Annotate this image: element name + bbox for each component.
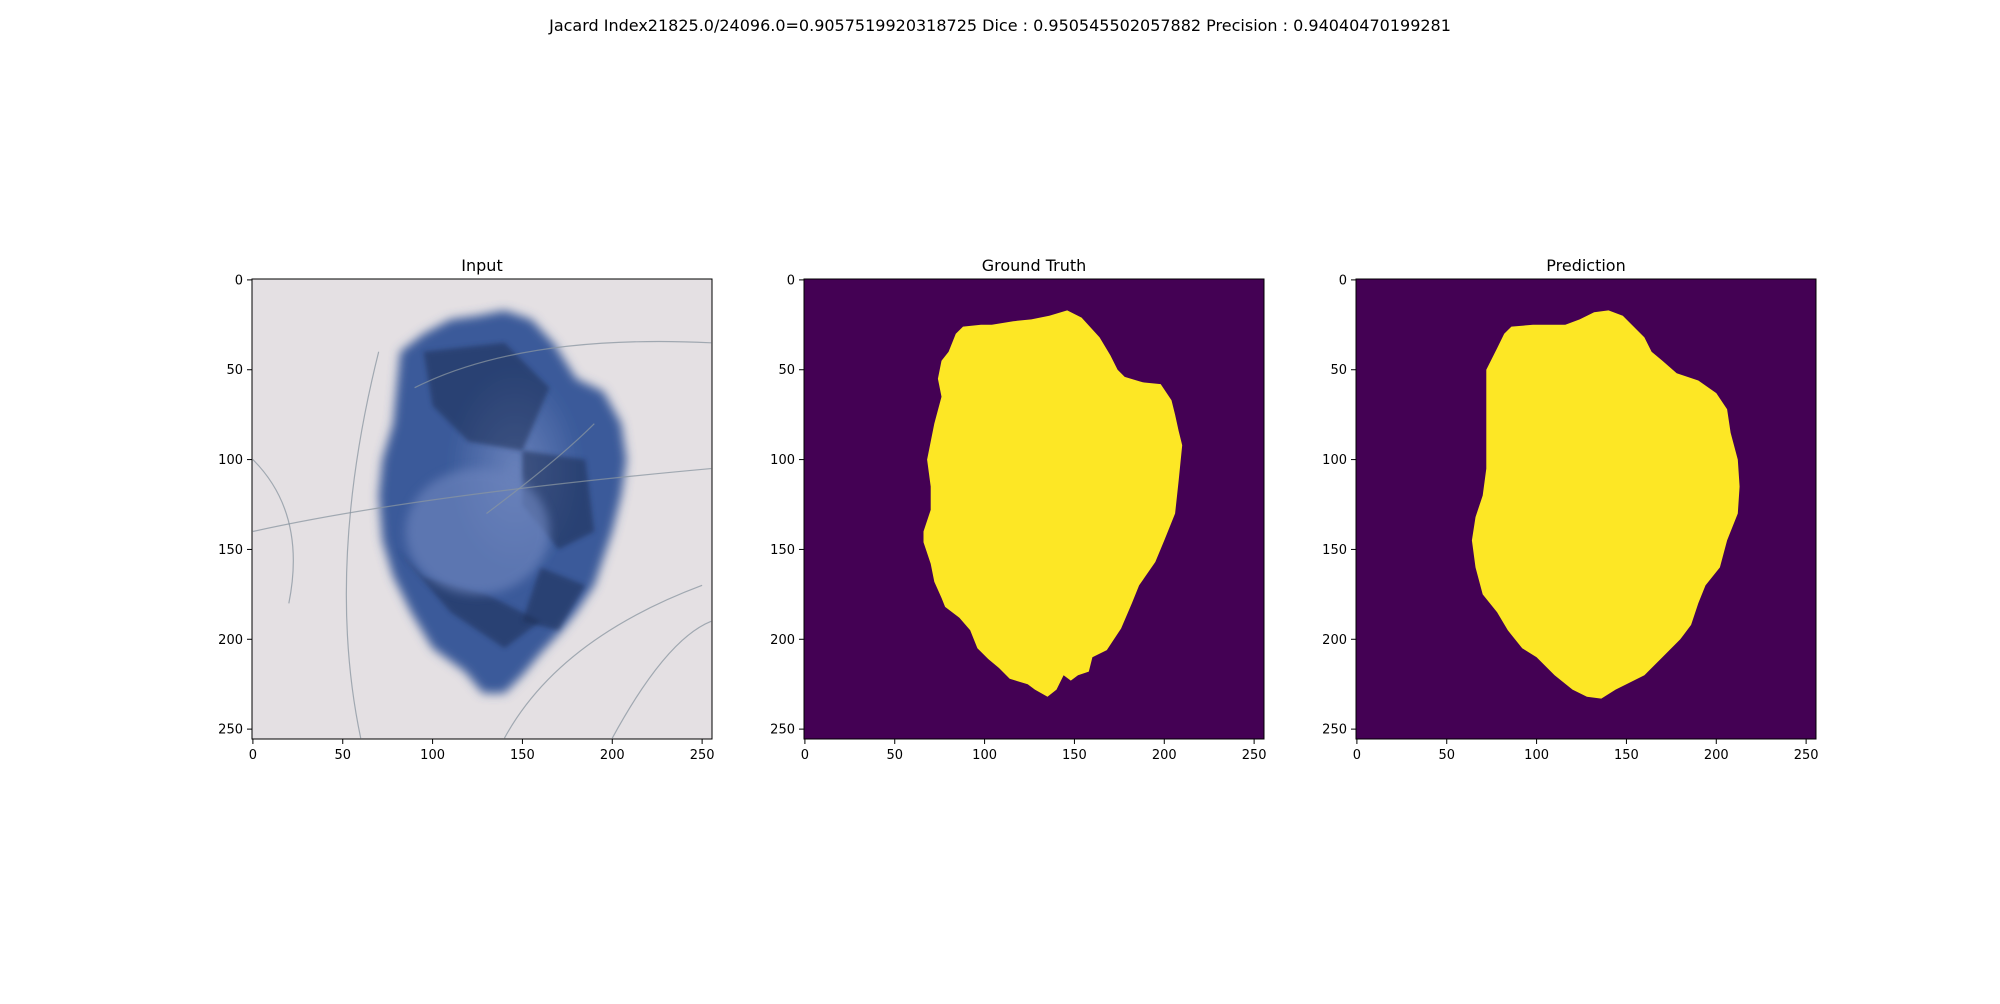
- figure-suptitle: Jacard Index21825.0/24096.0=0.9057519920…: [549, 16, 1451, 35]
- prediction-ytick-label: 100: [1322, 453, 1347, 468]
- ground-truth-mask-region: [923, 310, 1183, 697]
- prediction-ytick-label: 0: [1339, 273, 1347, 288]
- ground-truth-title: Ground Truth: [982, 256, 1087, 275]
- prediction-ytick-label: 150: [1322, 543, 1347, 558]
- input-ytick-label: 250: [218, 723, 243, 738]
- ground-truth-image: [804, 279, 1264, 739]
- input-axes-frame: [251, 278, 713, 740]
- input-xtick-label: 200: [600, 748, 625, 763]
- input-ytick-label: 100: [218, 453, 243, 468]
- input-ytick-label: 200: [218, 633, 243, 648]
- prediction-axes-frame: [1355, 278, 1817, 740]
- input-lesion-dark-area: [423, 342, 550, 451]
- prediction-xtick-label: 150: [1614, 748, 1639, 763]
- input-hair: [503, 584, 703, 739]
- ground-truth-xtick-label: 100: [972, 748, 997, 763]
- ground-truth-xtick-label: 250: [1242, 748, 1267, 763]
- prediction-xtick-label: 200: [1704, 748, 1729, 763]
- input-hair: [345, 351, 380, 739]
- prediction-title: Prediction: [1546, 256, 1625, 275]
- prediction-image: [1356, 279, 1816, 739]
- input-xtick-label: 100: [420, 748, 445, 763]
- input-xtick-label: 0: [249, 748, 257, 763]
- input-hair: [611, 620, 712, 739]
- ground-truth-ytick-label: 250: [770, 723, 795, 738]
- input-xtick-label: 50: [334, 748, 351, 763]
- input-ytick-label: 150: [218, 543, 243, 558]
- input-image: [252, 279, 712, 739]
- input-title: Input: [461, 256, 502, 275]
- input-hair: [414, 340, 712, 389]
- input-lesion-dark-area: [522, 567, 586, 631]
- prediction-xtick-label: 50: [1438, 748, 1455, 763]
- ground-truth-ytick-label: 150: [770, 543, 795, 558]
- input-lesion-light-area: [405, 468, 550, 595]
- input-ytick-label: 0: [235, 273, 243, 288]
- prediction-ytick-label: 250: [1322, 723, 1347, 738]
- input-hair: [252, 467, 712, 533]
- ground-truth-ytick-label: 200: [770, 633, 795, 648]
- ground-truth-axes-frame: [803, 278, 1265, 740]
- ground-truth-panel: Ground Truth 0 50 100 150 200 250 0 50 100 150 200 2…: [770, 256, 1266, 763]
- ground-truth-xtick-label: 200: [1152, 748, 1177, 763]
- input-hair: [252, 459, 294, 604]
- input-xtick-label: 250: [690, 748, 715, 763]
- prediction-ytick-label: 50: [1330, 363, 1347, 378]
- ground-truth-xtick-label: 150: [1062, 748, 1087, 763]
- ground-truth-xtick-label: 50: [886, 748, 903, 763]
- ground-truth-xtick-label: 0: [801, 748, 809, 763]
- input-lesion-dark-area: [396, 549, 541, 649]
- input-xtick-label: 150: [510, 748, 535, 763]
- ground-truth-ytick-label: 100: [770, 453, 795, 468]
- prediction-xtick-label: 100: [1524, 748, 1549, 763]
- prediction-xtick-label: 250: [1794, 748, 1819, 763]
- input-panel: Input 0 50 100 150 200 250 0 50 100 150 200 250: [218, 256, 714, 763]
- prediction-xtick-label: 0: [1353, 748, 1361, 763]
- prediction-ytick-label: 200: [1322, 633, 1347, 648]
- input-ytick-label: 50: [226, 363, 243, 378]
- input-hair: [486, 423, 595, 514]
- prediction-panel: Prediction 0 50 100 150 200 250 0 50 100 150 200 250: [1322, 256, 1818, 763]
- prediction-mask-region: [1471, 310, 1740, 699]
- ground-truth-ytick-label: 0: [787, 273, 795, 288]
- ground-truth-ytick-label: 50: [778, 363, 795, 378]
